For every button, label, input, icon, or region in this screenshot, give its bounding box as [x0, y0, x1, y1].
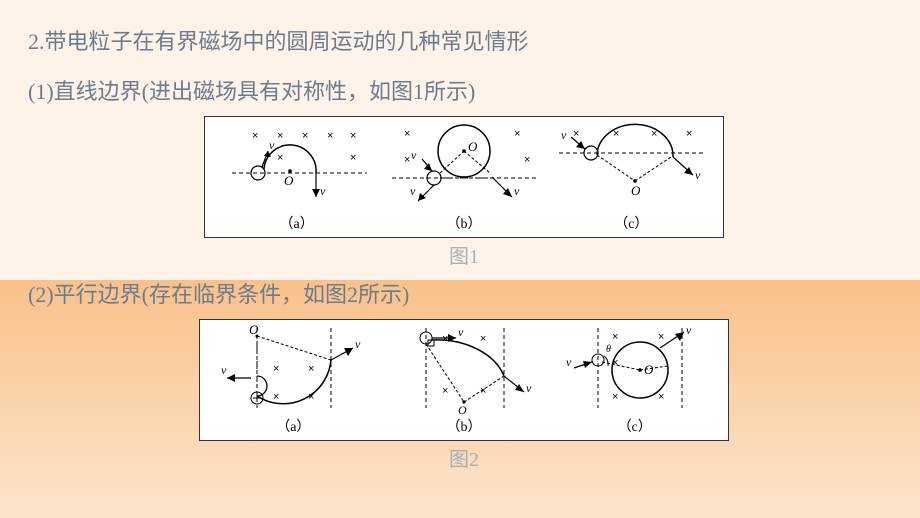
panel-label-1b: （b）	[446, 213, 481, 233]
svg-text:×: ×	[686, 128, 692, 140]
panel-label-2b: （b）	[447, 416, 482, 436]
svg-text:×: ×	[612, 391, 618, 403]
figure-2: × × × × O v	[199, 319, 729, 441]
figure-1-panel-c: × × × × O v	[548, 123, 715, 233]
panel-label-2a: （a）	[276, 416, 310, 436]
svg-text:v: v	[561, 128, 567, 142]
svg-text:×: ×	[658, 391, 664, 403]
svg-text:v: v	[221, 363, 227, 377]
svg-text:v: v	[320, 184, 326, 198]
figure-1-caption: 图1	[28, 240, 900, 269]
figure-2-panel-b: × × × × v O	[379, 322, 550, 436]
svg-text:v: v	[686, 323, 692, 337]
svg-text:×: ×	[480, 333, 486, 345]
svg-text:×: ×	[308, 363, 314, 375]
figure-1a-diagram: × × × × × × × O v	[222, 123, 372, 211]
svg-text:v: v	[411, 148, 417, 162]
svg-text:O: O	[468, 139, 478, 154]
figure-2a-diagram: × × × × O v	[213, 322, 373, 414]
svg-text:v: v	[695, 168, 701, 182]
svg-text:×: ×	[327, 130, 333, 142]
svg-text:v: v	[269, 138, 275, 152]
svg-text:v: v	[458, 325, 464, 339]
svg-text:v: v	[526, 381, 532, 395]
panel-label-1a: （a）	[280, 213, 314, 233]
figure-2b-diagram: × × × × v O	[384, 322, 544, 414]
svg-text:v: v	[410, 184, 416, 198]
main-heading: 2.带电粒子在有界磁场中的圆周运动的几种常见情形	[28, 24, 900, 56]
svg-text:θ: θ	[606, 344, 611, 355]
svg-text:×: ×	[252, 130, 258, 142]
svg-text:O: O	[284, 173, 294, 188]
figure-2-caption: 图2	[28, 443, 900, 472]
svg-text:×: ×	[350, 130, 356, 142]
svg-text:×: ×	[514, 128, 520, 140]
svg-text:×: ×	[273, 391, 279, 403]
svg-text:v: v	[566, 355, 572, 369]
svg-text:×: ×	[658, 331, 664, 343]
svg-text:×: ×	[277, 152, 283, 164]
svg-text:×: ×	[404, 128, 410, 140]
svg-text:×: ×	[273, 363, 279, 375]
svg-text:×: ×	[612, 331, 618, 343]
svg-text:×: ×	[524, 154, 530, 166]
svg-text:O: O	[458, 403, 467, 414]
figure-1-panel-a: × × × × × × × O v	[213, 123, 380, 233]
svg-text:×: ×	[404, 154, 410, 166]
figure-1: × × × × × × × O v	[204, 116, 724, 238]
svg-text:×: ×	[573, 128, 579, 140]
svg-text:v: v	[355, 337, 361, 351]
svg-text:×: ×	[302, 130, 308, 142]
svg-text:×: ×	[277, 130, 283, 142]
figure-1-panel-b: × × × × O v	[380, 123, 547, 233]
svg-text:×: ×	[350, 152, 356, 164]
figure-1c-diagram: × × × × O v	[551, 123, 711, 211]
svg-text:O: O	[631, 183, 641, 198]
panel-label-2c: （c）	[618, 416, 652, 436]
panel-label-1c: （c）	[614, 213, 648, 233]
subheading-1: (1)直线边界(进出磁场具有对称性，如图1所示)	[28, 74, 900, 106]
svg-text:v: v	[514, 184, 520, 198]
svg-text:×: ×	[442, 333, 448, 345]
page-content: 2.带电粒子在有界磁场中的圆周运动的几种常见情形 (1)直线边界(进出磁场具有对…	[0, 0, 920, 490]
figure-2-panel-c: ×× × ×× O θ v	[549, 322, 720, 436]
figure-2-panel-a: × × × × O v	[208, 322, 379, 436]
subheading-2: (2)平行边界(存在临界条件，如图2所示)	[28, 277, 900, 309]
svg-text:×: ×	[442, 385, 448, 397]
figure-2c-diagram: ×× × ×× O θ v	[550, 322, 720, 414]
figure-1b-diagram: × × × × O v	[384, 123, 544, 211]
